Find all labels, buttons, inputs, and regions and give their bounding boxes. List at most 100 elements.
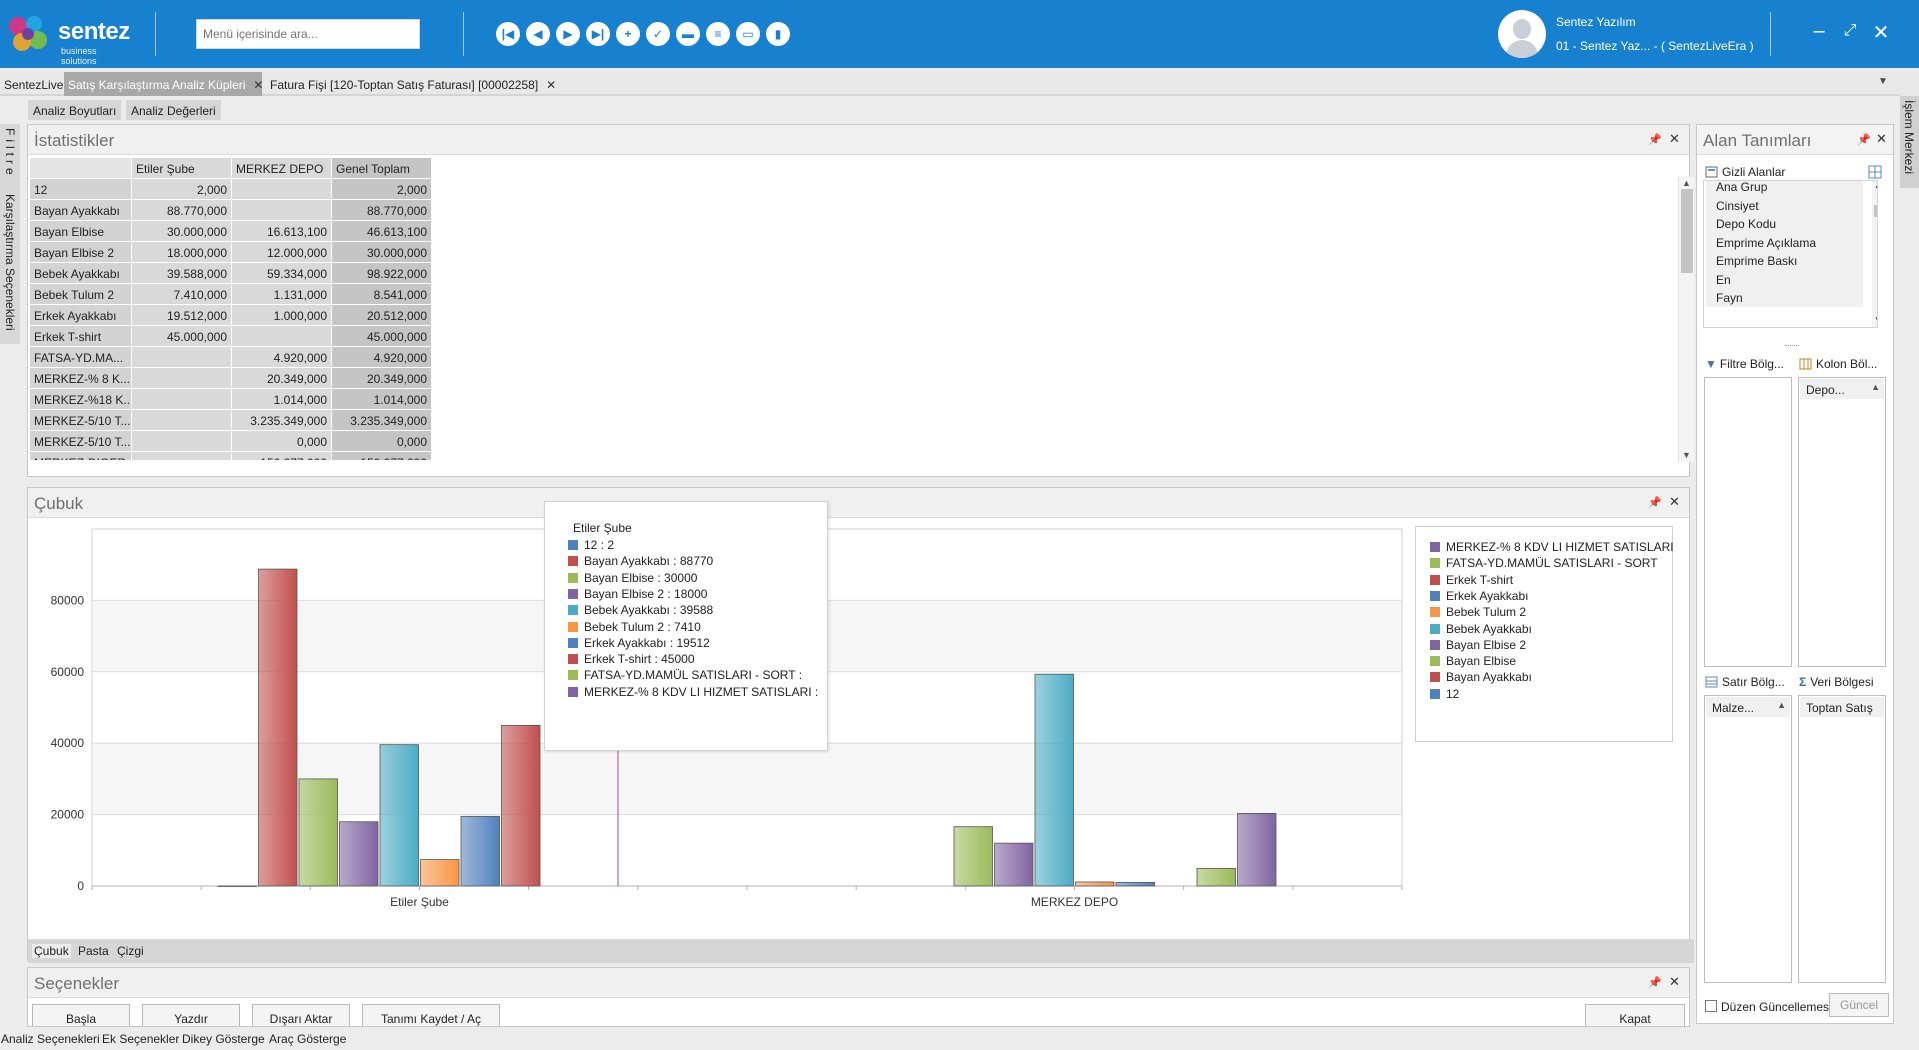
list-icon[interactable]: ≡ [706,22,730,46]
chart-bar[interactable] [420,859,460,887]
menu-search-input[interactable] [196,19,420,49]
column-field-chip[interactable]: Depo... ▲ [1800,379,1884,399]
chart-bar[interactable] [1237,812,1277,887]
legend-item[interactable]: Bebek Tulum 2 [1430,605,1526,621]
chart-bar[interactable] [1115,882,1155,887]
delete-icon[interactable]: ▬ [676,22,700,46]
legend-item[interactable]: Bayan Ayakkabı [1430,670,1532,686]
table-row[interactable]: FATSA-YD.MA... 4.920,000 4.920,000 [30,347,432,368]
chart-bar[interactable] [217,885,257,887]
print-icon[interactable]: ▭ [736,22,760,46]
update-button[interactable]: Güncel [1829,993,1889,1017]
approve-icon[interactable]: ✓ [646,22,670,46]
splitter-grip[interactable] [1785,345,1799,347]
scroll-down-icon[interactable]: ▼ [1874,315,1877,324]
chart-bar[interactable] [994,842,1034,887]
legend-item[interactable]: Erkek Ayakkabı [1430,589,1529,605]
data-field-chip[interactable]: Toptan Satış [1800,697,1884,717]
table-row[interactable]: Bayan Elbise 2 18.000,000 12.000,000 30.000… [30,242,432,263]
legend-item[interactable]: MERKEZ-% 8 KDV LI HIZMET SATISLARI [1430,540,1674,556]
chart-bar[interactable] [1034,673,1074,887]
pin-icon[interactable]: 📌 [1648,497,1662,509]
table-row[interactable]: MERKEZ-5/10 T... 3.235.349,000 3.235.349,0… [30,410,432,431]
table-row[interactable]: Bayan Ayakkabı 88.770,000 88.770,000 [30,200,432,221]
link-ek-secenekler[interactable]: Ek Seçenekler [102,1032,180,1046]
hidden-field-item[interactable]: Emprime Baskı [1706,251,1863,271]
column-zone[interactable]: Depo... ▲ [1798,377,1886,667]
column-header[interactable]: MERKEZ DEPO [232,158,332,179]
last-record-icon[interactable]: ▶| [586,22,610,46]
table-row[interactable]: MERKEZ-% 8 K... 20.349,000 20.349,000 [30,368,432,389]
hidden-field-item[interactable]: En [1706,269,1863,290]
trash-icon[interactable]: ▮ [766,22,790,46]
next-record-icon[interactable]: ▶ [556,22,580,46]
table-row[interactable]: Bebek Ayakkabı 39.588,000 59.334,000 98.922… [30,263,432,284]
legend-item[interactable]: 12 [1430,687,1459,703]
user-company[interactable]: 01 - Sentez Yaz... - ( SentezLiveEra ) [1556,39,1754,53]
pin-icon[interactable]: 📌 [1648,134,1662,146]
link-analiz-secenekleri[interactable]: Analiz Seçenekleri [1,1032,100,1046]
hidden-field-item[interactable]: Cinsiyet [1706,195,1863,216]
table-row[interactable]: 12 2,000 2,000 [30,179,432,200]
hidden-field-item[interactable]: Emprime Açıklama [1706,232,1863,253]
chart-bar[interactable] [379,744,419,887]
user-avatar[interactable] [1498,10,1546,58]
link-dikey-gosterge[interactable]: Dikey Gösterge [182,1032,265,1046]
subtab-analiz-boyutlari[interactable]: Analiz Boyutları [28,100,122,120]
tab-cizgi[interactable]: Çizgi [117,944,144,958]
tab-sentezlive[interactable]: SentezLive [0,72,67,96]
first-record-icon[interactable]: |◀ [496,22,520,46]
table-row[interactable]: MERKEZ-DIGER... 150.277,000150.277,000 [30,452,432,460]
scroll-up-icon[interactable]: ▲ [1874,181,1877,190]
close-panel-icon[interactable]: ✕ [1876,131,1887,146]
pin-icon[interactable]: 📌 [1648,977,1662,989]
chart-bar[interactable] [1075,881,1115,887]
table-row[interactable]: Erkek T-shirt 45.000,000 45.000,000 [30,326,432,347]
table-row[interactable]: Bayan Elbise 30.000,000 16.613,100 46.613,1… [30,221,432,242]
scroll-up-icon[interactable]: ▲ [1682,178,1691,188]
chart-bar[interactable] [258,568,298,887]
tab-cubuk[interactable]: Çubuk [32,944,71,958]
chart-bar[interactable] [953,826,993,887]
karsilastirma-secenekleri-side-tab[interactable]: Karşılaştırma Seçenekleri [3,194,17,331]
save-open-definition-button[interactable]: Tanımı Kaydet / Aç [362,1004,500,1026]
islem-merkezi-strip[interactable]: İşlem Merkezi [1900,96,1919,188]
row-field-chip[interactable]: Malze... ▲ [1706,697,1790,717]
export-button[interactable]: Dışarı Aktar [252,1004,350,1026]
table-row[interactable]: MERKEZ-5/10 T... 0,000 0,000 [30,431,432,452]
chart-bar[interactable] [339,821,379,887]
filtre-side-tab[interactable]: Filtre [3,128,17,179]
table-row[interactable]: MERKEZ-%18 K... 1.014,000 1.014,000 [30,389,432,410]
chart-bar[interactable] [460,815,500,887]
chart-bar[interactable] [298,778,338,887]
close-panel-icon[interactable]: ✕ [1669,494,1680,509]
subtab-analiz-degerleri[interactable]: Analiz Değerleri [126,100,221,120]
filter-zone[interactable] [1704,377,1792,667]
legend-item[interactable]: FATSA-YD.MAMÜL SATISLARI - SORT [1430,556,1658,572]
scroll-thumb[interactable] [1874,205,1877,217]
defer-update-checkbox[interactable] [1705,1000,1717,1012]
close-tab-icon[interactable]: ✕ [546,78,557,92]
start-button[interactable]: Başla [32,1004,130,1026]
scroll-thumb[interactable] [1681,189,1693,273]
add-record-icon[interactable]: + [616,22,640,46]
close-window-icon[interactable]: ✕ [1872,22,1890,44]
sort-arrow-icon[interactable]: ▲ [1777,700,1786,710]
table-row[interactable]: Erkek Ayakkabı 19.512,000 1.000,000 20.512,… [30,305,432,326]
hidden-field-item[interactable]: Fayn [1706,288,1863,308]
scroll-down-icon[interactable]: ▼ [1682,450,1691,460]
legend-item[interactable]: Bebek Ayakkabı [1430,622,1532,638]
hidden-field-item[interactable]: Ana Grup [1706,181,1863,197]
tab-pasta[interactable]: Pasta [78,944,109,958]
layout-grid-icon[interactable] [1868,165,1882,179]
chart-bar[interactable] [1196,868,1236,887]
close-tab-icon[interactable]: ✕ [253,78,264,92]
legend-item[interactable]: Erkek T-shirt [1430,573,1513,589]
legend-item[interactable]: Bayan Elbise 2 [1430,638,1526,654]
close-panel-icon[interactable]: ✕ [1669,131,1680,146]
print-button[interactable]: Yazdır [142,1004,240,1026]
tab-overflow-icon[interactable]: ▼ [1878,76,1888,87]
close-button[interactable]: Kapat [1585,1004,1685,1026]
data-zone[interactable]: Toptan Satış [1798,695,1886,983]
link-arac-gosterge[interactable]: Araç Gösterge [269,1032,347,1046]
